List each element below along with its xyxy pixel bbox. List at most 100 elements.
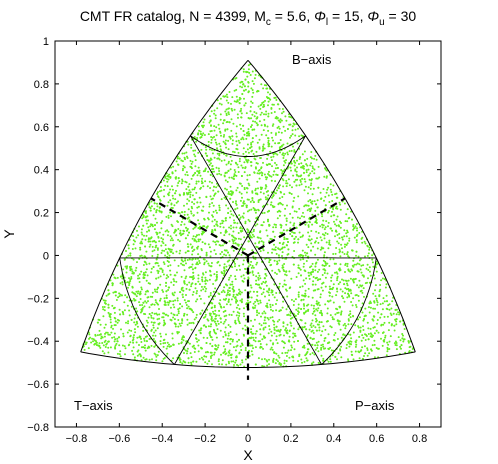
data-point bbox=[143, 234, 145, 237]
data-point bbox=[147, 219, 150, 222]
data-point bbox=[181, 305, 184, 308]
data-point bbox=[311, 296, 314, 299]
data-point bbox=[195, 338, 198, 340]
data-point bbox=[103, 352, 106, 355]
data-point bbox=[144, 300, 147, 303]
data-point bbox=[254, 300, 257, 303]
data-point bbox=[347, 269, 350, 272]
data-point bbox=[163, 188, 165, 191]
data-point bbox=[193, 188, 196, 191]
data-point bbox=[356, 262, 359, 265]
data-point bbox=[196, 298, 199, 301]
data-point bbox=[192, 149, 195, 152]
data-point bbox=[185, 294, 187, 296]
data-point bbox=[371, 254, 374, 257]
data-point bbox=[367, 306, 370, 309]
data-point bbox=[267, 318, 270, 321]
data-point bbox=[213, 129, 216, 132]
data-point bbox=[189, 352, 192, 355]
data-point bbox=[395, 320, 398, 323]
data-point bbox=[271, 136, 274, 139]
data-point bbox=[195, 360, 198, 363]
data-point bbox=[341, 247, 343, 250]
data-point bbox=[364, 242, 367, 245]
data-point bbox=[256, 141, 259, 144]
data-point bbox=[323, 264, 326, 267]
data-point bbox=[333, 262, 336, 265]
data-point bbox=[264, 187, 267, 190]
data-point bbox=[234, 361, 237, 364]
data-point bbox=[191, 253, 194, 256]
data-point bbox=[195, 316, 198, 319]
data-point bbox=[377, 311, 380, 314]
data-point bbox=[383, 338, 386, 341]
data-point bbox=[173, 291, 176, 294]
data-point bbox=[113, 336, 116, 339]
data-point bbox=[118, 336, 120, 339]
data-point bbox=[387, 329, 390, 332]
data-point bbox=[307, 224, 310, 227]
data-point bbox=[301, 153, 304, 156]
data-point bbox=[279, 118, 282, 121]
data-point bbox=[192, 214, 195, 217]
data-point bbox=[224, 348, 227, 351]
data-point bbox=[149, 225, 152, 228]
data-point bbox=[322, 219, 325, 222]
data-point bbox=[301, 249, 304, 252]
data-point bbox=[264, 184, 267, 187]
data-point bbox=[262, 143, 265, 146]
data-point bbox=[303, 171, 305, 174]
data-point bbox=[383, 278, 386, 281]
data-point bbox=[239, 216, 242, 219]
data-point bbox=[139, 246, 142, 249]
data-point bbox=[210, 262, 213, 264]
data-point bbox=[289, 166, 292, 169]
data-point bbox=[186, 352, 188, 355]
data-point bbox=[216, 147, 218, 150]
data-point bbox=[291, 205, 294, 208]
data-point bbox=[170, 202, 173, 205]
data-point bbox=[251, 270, 254, 273]
data-point bbox=[321, 264, 324, 267]
data-point bbox=[242, 202, 245, 205]
data-point bbox=[392, 312, 395, 315]
data-point bbox=[235, 314, 238, 317]
data-point bbox=[156, 247, 159, 250]
data-point bbox=[209, 195, 212, 198]
data-point bbox=[334, 271, 336, 274]
data-point bbox=[186, 157, 189, 159]
data-point bbox=[379, 284, 382, 286]
data-point bbox=[148, 245, 151, 248]
data-point bbox=[265, 305, 268, 307]
data-point bbox=[196, 290, 198, 292]
data-point bbox=[345, 347, 348, 350]
data-point bbox=[257, 187, 259, 190]
data-point bbox=[299, 156, 302, 159]
data-point bbox=[181, 362, 184, 365]
data-point bbox=[192, 235, 195, 238]
data-point bbox=[301, 361, 303, 364]
data-point bbox=[299, 217, 301, 220]
data-point bbox=[142, 329, 145, 332]
data-point bbox=[141, 217, 144, 220]
data-point bbox=[197, 257, 199, 260]
data-point bbox=[322, 268, 325, 271]
data-point bbox=[277, 247, 280, 250]
data-point bbox=[110, 326, 113, 329]
data-point bbox=[267, 104, 269, 107]
data-point bbox=[343, 235, 346, 238]
data-point bbox=[206, 154, 209, 157]
data-point bbox=[110, 331, 113, 334]
data-point bbox=[191, 201, 194, 204]
data-point bbox=[209, 130, 212, 133]
data-point bbox=[306, 164, 309, 167]
data-point bbox=[124, 347, 127, 350]
data-point bbox=[271, 289, 274, 292]
data-point bbox=[186, 213, 189, 216]
data-point bbox=[247, 337, 250, 340]
data-point bbox=[147, 229, 150, 232]
data-point bbox=[351, 304, 354, 307]
data-point bbox=[239, 226, 242, 229]
data-point bbox=[254, 346, 257, 349]
data-point bbox=[331, 318, 334, 321]
